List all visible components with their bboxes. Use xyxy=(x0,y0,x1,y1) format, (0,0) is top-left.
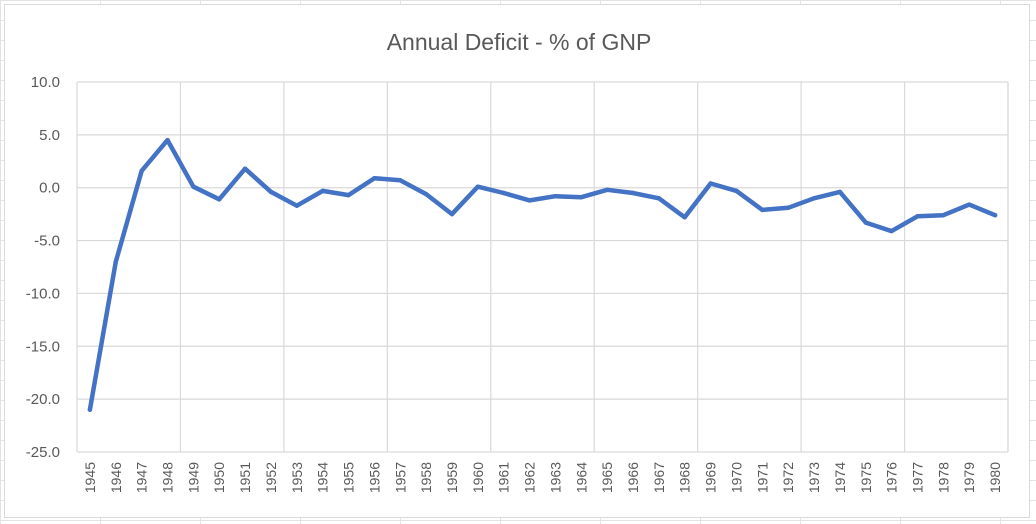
y-tick-label: -15.0 xyxy=(26,338,60,355)
data-point[interactable] xyxy=(346,192,351,198)
data-point[interactable] xyxy=(863,220,868,225)
data-point[interactable] xyxy=(785,205,791,210)
x-tick-label: 1979 xyxy=(961,462,977,493)
data-point[interactable] xyxy=(268,189,274,195)
x-tick-label: 1969 xyxy=(703,462,719,493)
x-tick-label: 1977 xyxy=(909,462,925,493)
data-point[interactable] xyxy=(139,168,144,173)
x-tick-label: 1976 xyxy=(884,462,900,493)
x-tick-label: 1954 xyxy=(315,462,331,493)
x-tick-label: 1958 xyxy=(418,462,434,493)
y-axis-tick-labels: 10.0 5.0 0.0 -5.0 -10.0 -15.0 -20.0 -25.0 xyxy=(26,74,60,461)
x-tick-label: 1966 xyxy=(625,462,641,493)
data-point[interactable] xyxy=(992,213,998,218)
data-point[interactable] xyxy=(811,196,817,201)
x-tick-label: 1959 xyxy=(444,462,460,493)
data-point[interactable] xyxy=(294,203,300,208)
data-point[interactable] xyxy=(837,189,843,195)
data-point[interactable] xyxy=(191,184,196,189)
chart-area[interactable] xyxy=(4,4,1030,518)
data-point[interactable] xyxy=(423,191,429,197)
data-point[interactable] xyxy=(579,195,584,200)
x-tick-label: 1972 xyxy=(780,462,796,493)
data-point[interactable] xyxy=(760,207,765,213)
x-tick-label: 1961 xyxy=(496,462,512,493)
x-tick-label: 1951 xyxy=(237,462,253,493)
data-point[interactable] xyxy=(217,197,222,202)
series-layer xyxy=(87,137,998,412)
x-tick-label: 1963 xyxy=(547,462,563,493)
x-tick-label: 1980 xyxy=(987,462,1003,493)
x-tick-label: 1968 xyxy=(677,462,693,493)
data-point[interactable] xyxy=(242,166,248,171)
x-tick-label: 1965 xyxy=(599,462,615,493)
chart-title: Annual Deficit - % of GNP xyxy=(387,29,652,55)
x-tick-label: 1945 xyxy=(82,462,98,493)
data-point[interactable] xyxy=(915,214,920,219)
data-point[interactable] xyxy=(630,190,636,196)
y-tick-label: -5.0 xyxy=(34,233,60,250)
x-tick-label: 1947 xyxy=(134,462,150,493)
x-tick-label: 1955 xyxy=(341,462,357,493)
x-tick-label: 1962 xyxy=(522,462,538,493)
data-point[interactable] xyxy=(604,187,610,193)
x-tick-label: 1967 xyxy=(651,462,667,493)
x-tick-label: 1950 xyxy=(211,462,227,493)
x-tick-label: 1960 xyxy=(470,462,486,493)
x-tick-label: 1949 xyxy=(185,462,201,493)
data-point[interactable] xyxy=(682,215,687,220)
x-tick-label: 1953 xyxy=(289,462,305,493)
x-axis-tick-labels: 1945 1946 1947 1948 1949 1950 1951 1952 1953 1954… xyxy=(82,462,1003,493)
data-point[interactable] xyxy=(527,198,532,203)
data-point[interactable] xyxy=(889,228,894,234)
y-tick-label: -25.0 xyxy=(26,444,60,461)
data-point[interactable] xyxy=(87,407,93,412)
x-tick-label: 1964 xyxy=(573,462,589,493)
x-tick-label: 1971 xyxy=(754,462,770,493)
data-point[interactable] xyxy=(475,184,481,189)
x-tick-label: 1956 xyxy=(366,462,382,493)
data-point[interactable] xyxy=(708,181,713,186)
data-point[interactable] xyxy=(941,213,946,218)
data-point[interactable] xyxy=(449,211,455,217)
y-tick-label: 0.0 xyxy=(39,180,60,197)
data-point[interactable] xyxy=(656,196,662,201)
x-tick-label: 1973 xyxy=(806,462,822,493)
x-tick-label: 1952 xyxy=(263,462,279,493)
x-tick-label: 1975 xyxy=(858,462,874,493)
y-tick-label: -20.0 xyxy=(26,391,60,408)
data-point[interactable] xyxy=(372,176,377,181)
x-tick-label: 1948 xyxy=(160,462,176,493)
x-tick-label: 1957 xyxy=(392,462,408,493)
x-tick-label: 1974 xyxy=(832,462,848,493)
data-point[interactable] xyxy=(113,259,118,264)
y-tick-label: -10.0 xyxy=(26,285,60,302)
y-tick-label: 5.0 xyxy=(39,127,60,144)
data-point[interactable] xyxy=(553,193,558,199)
data-point[interactable] xyxy=(734,188,739,194)
y-tick-label: 10.0 xyxy=(31,74,60,91)
x-tick-label: 1978 xyxy=(935,462,951,493)
data-point[interactable] xyxy=(501,190,506,196)
data-point[interactable] xyxy=(967,202,972,207)
data-point[interactable] xyxy=(398,178,403,183)
gridlines xyxy=(76,81,1009,453)
series-line-0[interactable] xyxy=(87,137,998,412)
data-point[interactable] xyxy=(165,137,170,143)
x-tick-label: 1946 xyxy=(108,462,124,493)
data-point[interactable] xyxy=(320,188,325,194)
x-tick-label: 1970 xyxy=(728,462,744,493)
